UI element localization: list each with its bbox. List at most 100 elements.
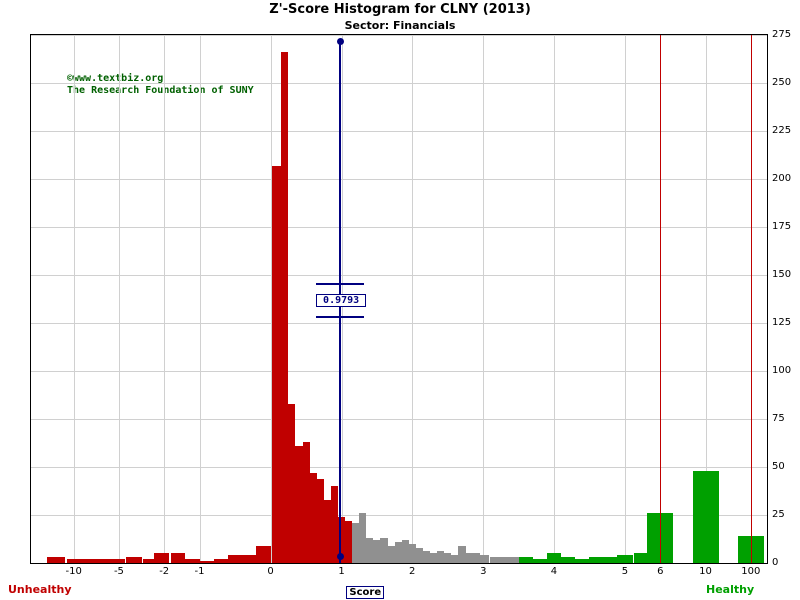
gridline-horizontal xyxy=(31,371,767,372)
histogram-bar xyxy=(143,559,156,563)
histogram-bar xyxy=(437,551,445,563)
histogram-bar xyxy=(518,557,533,563)
histogram-bar xyxy=(373,539,381,563)
x-tick-label: 10 xyxy=(699,566,712,577)
x-tick-label: -1 xyxy=(194,566,205,577)
chart-subtitle: Sector: Financials xyxy=(344,19,456,32)
score-marker-bottom-dot xyxy=(336,553,344,560)
x-tick-label: 1 xyxy=(338,566,345,577)
region-divider xyxy=(750,35,752,563)
gridline-horizontal xyxy=(31,323,767,324)
histogram-bar xyxy=(288,403,296,563)
credit-text: ©www.textbiz.org The Research Foundation… xyxy=(67,73,254,97)
histogram-bar xyxy=(575,559,590,563)
y-tick-label: 25 xyxy=(772,509,785,520)
chart-title: Z'-Score Histogram for CLNY (2013) xyxy=(269,2,531,17)
x-axis-title: Score xyxy=(346,586,385,599)
histogram-bar xyxy=(126,557,142,563)
histogram-bar xyxy=(154,553,162,563)
histogram-bar xyxy=(532,559,547,563)
histogram-bar xyxy=(295,445,303,563)
histogram-bar xyxy=(323,499,331,563)
gridline-vertical xyxy=(73,35,75,563)
histogram-bar xyxy=(633,553,652,563)
histogram-bar xyxy=(451,555,459,563)
histogram-bar xyxy=(380,538,388,563)
histogram-bar xyxy=(589,557,604,563)
axis-label-healthy: Healthy xyxy=(706,583,755,596)
credit-line-2: The Research Foundation of SUNY xyxy=(67,85,254,96)
plot-area: ©www.textbiz.org The Research Foundation… xyxy=(30,34,768,564)
histogram-bar xyxy=(105,559,115,563)
histogram-bar xyxy=(366,538,374,563)
x-tick-label: 100 xyxy=(741,566,761,577)
histogram-bar xyxy=(415,547,423,563)
y-tick-label: 150 xyxy=(772,269,792,280)
histogram-bar xyxy=(472,553,480,563)
y-tick-label: 275 xyxy=(772,29,792,40)
histogram-bar xyxy=(504,557,519,563)
histogram-bar xyxy=(352,522,360,563)
histogram-bar xyxy=(87,559,97,563)
gridline-horizontal xyxy=(31,179,767,180)
y-tick-label: 200 xyxy=(772,173,792,184)
histogram-bar xyxy=(213,559,228,563)
histogram-bar xyxy=(272,165,283,563)
histogram-bar xyxy=(387,545,395,563)
y-tick-label: 125 xyxy=(772,317,792,328)
histogram-bar xyxy=(338,516,346,563)
gridline-vertical xyxy=(270,35,272,563)
histogram-bar xyxy=(444,553,452,563)
region-divider xyxy=(660,35,662,563)
histogram-bar xyxy=(465,553,473,563)
histogram-bar xyxy=(490,557,505,563)
y-tick-label: 0 xyxy=(772,557,779,568)
gridline-horizontal xyxy=(31,275,767,276)
y-tick-label: 225 xyxy=(772,125,792,136)
x-tick-label: 5 xyxy=(621,566,629,577)
histogram-bar xyxy=(316,478,324,563)
y-tick-label: 75 xyxy=(772,413,785,424)
histogram-bar xyxy=(78,559,88,563)
gridline-horizontal xyxy=(31,515,767,516)
axis-label-unhealthy: Unhealthy xyxy=(8,583,72,596)
credit-line-1: ©www.textbiz.org xyxy=(67,73,164,84)
histogram-bar xyxy=(692,470,719,563)
gridline-horizontal xyxy=(31,419,767,420)
gridline-vertical xyxy=(199,35,201,563)
histogram-bar xyxy=(281,52,289,563)
histogram-bar xyxy=(408,543,416,563)
score-value-label: 0.9793 xyxy=(316,294,367,307)
gridline-vertical xyxy=(118,35,120,563)
histogram-bar xyxy=(359,513,367,563)
gridline-vertical xyxy=(705,35,707,563)
histogram-bar xyxy=(302,442,310,563)
histogram-bar xyxy=(546,553,561,563)
gridline-horizontal xyxy=(31,83,767,84)
gridline-vertical xyxy=(164,35,166,563)
histogram-bar xyxy=(430,553,438,563)
gridline-horizontal xyxy=(31,467,767,468)
histogram-bar xyxy=(616,555,633,563)
score-marker-cap-bottom xyxy=(316,316,365,318)
histogram-bar xyxy=(477,555,489,563)
x-tick-label: 3 xyxy=(480,566,487,577)
histogram-bar xyxy=(185,559,200,563)
gridline-vertical xyxy=(624,35,626,563)
score-marker-cap-top xyxy=(316,283,365,285)
gridline-horizontal xyxy=(31,35,767,36)
x-tick-label: 6 xyxy=(657,566,664,577)
x-tick-label: -2 xyxy=(159,566,170,577)
histogram-bar xyxy=(422,551,430,563)
histogram-bar xyxy=(330,486,339,563)
histogram-bar xyxy=(159,553,170,563)
histogram-bar xyxy=(47,557,65,563)
histogram-bar xyxy=(242,555,257,563)
histogram-bar xyxy=(561,557,576,563)
x-tick-label: 0 xyxy=(267,566,274,577)
histogram-bar xyxy=(401,539,409,563)
x-tick-label: 4 xyxy=(550,566,558,577)
gridline-vertical xyxy=(483,35,485,563)
histogram-bar xyxy=(394,541,402,563)
